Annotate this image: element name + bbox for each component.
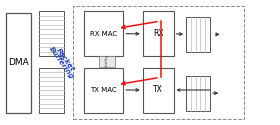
Text: RX: RX [153, 29, 164, 38]
Text: Config: Config [105, 54, 109, 68]
Text: TX MAC: TX MAC [90, 87, 117, 93]
Text: Packet
Buffering: Packet Buffering [47, 43, 79, 81]
Bar [186, 76, 210, 111]
Bar [84, 68, 123, 112]
Bar [99, 56, 115, 67]
Bar [6, 12, 31, 112]
Text: RX MAC: RX MAC [90, 31, 117, 37]
Bar [39, 11, 64, 56]
Text: TX: TX [153, 86, 163, 94]
Text: DMA: DMA [8, 58, 29, 67]
Bar [143, 68, 174, 112]
Bar [143, 11, 174, 56]
Bar [186, 17, 210, 52]
Bar [84, 11, 123, 56]
Bar [73, 6, 244, 119]
Bar [39, 68, 64, 112]
